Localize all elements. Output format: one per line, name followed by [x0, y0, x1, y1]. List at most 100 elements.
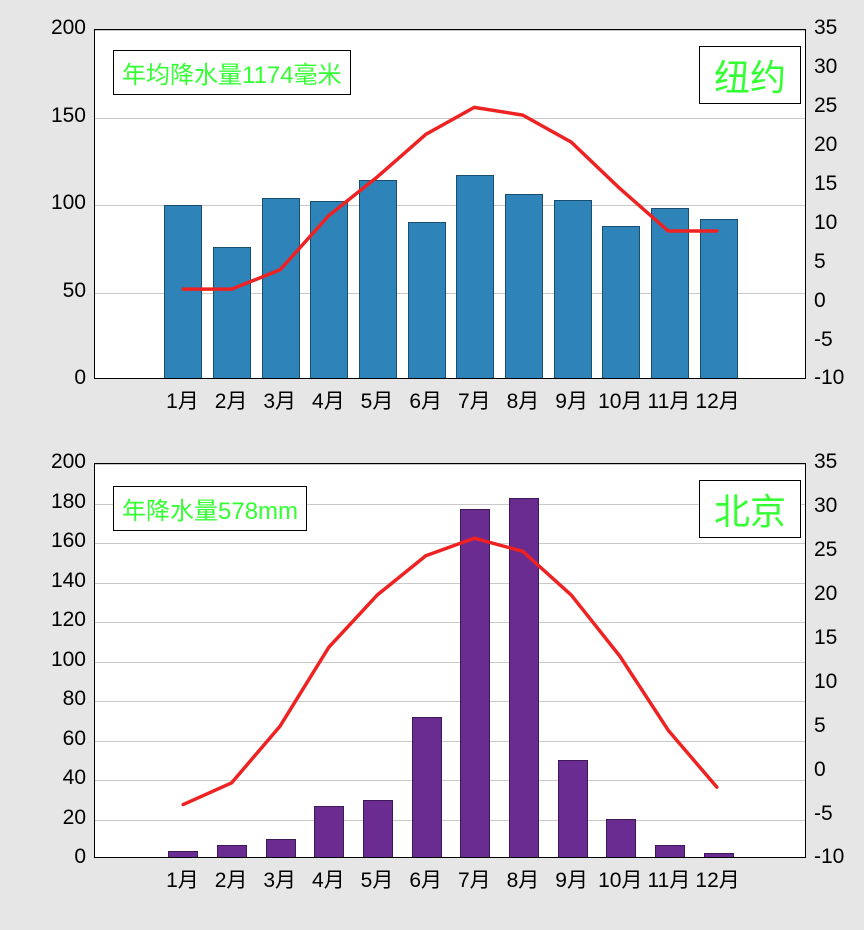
x-tick: 1月: [166, 385, 199, 415]
city-title-bj: 北京: [699, 480, 801, 538]
x-tick: 5月: [361, 864, 394, 894]
gridline: [95, 464, 805, 465]
bar: [168, 851, 198, 857]
y-right-tick: 20: [814, 133, 837, 157]
bar: [704, 853, 734, 857]
x-tick: 1月: [166, 864, 199, 894]
x-tick: 10月: [598, 385, 642, 415]
x-tick: 7月: [458, 864, 491, 894]
bar: [310, 201, 348, 378]
precip-label-bj: 年降水量578mm: [113, 486, 307, 531]
gridline: [95, 780, 805, 781]
bar: [700, 219, 738, 378]
bar: [460, 509, 490, 857]
x-tick: 2月: [215, 385, 248, 415]
y-right-tick: 0: [814, 758, 826, 782]
y-left-tick: 0: [30, 366, 86, 390]
y-left-tick: 50: [30, 279, 86, 303]
y-left-tick: 200: [30, 450, 86, 474]
x-tick: 12月: [695, 864, 739, 894]
bar: [314, 806, 344, 857]
y-left-tick: 0: [30, 845, 86, 869]
x-tick: 3月: [263, 385, 296, 415]
bar: [412, 717, 442, 857]
y-right-tick: 35: [814, 16, 837, 40]
gridline: [95, 662, 805, 663]
y-right-tick: 5: [814, 714, 826, 738]
y-left-tick: 200: [30, 16, 86, 40]
plot-area-ny: 年均降水量1174毫米纽约: [94, 29, 806, 379]
bar: [359, 180, 397, 378]
bar: [606, 819, 636, 857]
gridline: [95, 741, 805, 742]
y-right-tick: 25: [814, 94, 837, 118]
bar: [213, 247, 251, 378]
y-right-tick: 15: [814, 172, 837, 196]
y-left-tick: 120: [30, 608, 86, 632]
x-tick: 9月: [555, 864, 588, 894]
x-tick: 5月: [361, 385, 394, 415]
y-left-tick: 40: [30, 766, 86, 790]
x-tick: 6月: [409, 385, 442, 415]
y-right-tick: -5: [814, 328, 833, 352]
bar: [655, 845, 685, 857]
y-left-tick: 80: [30, 687, 86, 711]
y-right-tick: 10: [814, 670, 837, 694]
y-left-tick: 140: [30, 569, 86, 593]
gridline: [95, 30, 805, 31]
gridline: [95, 543, 805, 544]
y-right-tick: -10: [814, 845, 844, 869]
x-tick: 11月: [648, 385, 691, 415]
gridline: [95, 820, 805, 821]
bar: [456, 175, 494, 378]
y-left-tick: 60: [30, 727, 86, 751]
x-tick: 4月: [312, 864, 345, 894]
x-tick: 12月: [695, 385, 739, 415]
bar: [602, 226, 640, 378]
y-left-tick: 100: [30, 191, 86, 215]
bar: [217, 845, 247, 857]
y-right-tick: 20: [814, 582, 837, 606]
bar: [651, 208, 689, 378]
y-left-tick: 180: [30, 490, 86, 514]
x-tick: 7月: [458, 385, 491, 415]
gridline: [95, 583, 805, 584]
gridline: [95, 622, 805, 623]
y-right-tick: 10: [814, 211, 837, 235]
bar: [266, 839, 296, 857]
y-right-tick: 15: [814, 626, 837, 650]
gridline: [95, 118, 805, 119]
y-right-tick: 30: [814, 494, 837, 518]
y-right-tick: 0: [814, 289, 826, 313]
x-tick: 2月: [215, 864, 248, 894]
y-left-tick: 160: [30, 529, 86, 553]
x-tick: 4月: [312, 385, 345, 415]
bar: [262, 198, 300, 378]
plot-area-bj: 年降水量578mm 北京: [94, 463, 806, 858]
bar: [164, 205, 202, 378]
x-tick: 3月: [263, 864, 296, 894]
y-right-tick: -10: [814, 366, 844, 390]
bar: [509, 498, 539, 857]
y-right-tick: 25: [814, 538, 837, 562]
bar: [408, 222, 446, 378]
y-left-tick: 100: [30, 648, 86, 672]
y-left-tick: 150: [30, 104, 86, 128]
x-tick: 8月: [507, 864, 540, 894]
x-tick: 9月: [555, 385, 588, 415]
x-tick: 10月: [598, 864, 642, 894]
bar: [554, 200, 592, 379]
chart-panel-ny: 年均降水量1174毫米纽约 0 50 100 150 200 -10 -5 0 5 10 15 20 25…: [30, 15, 854, 445]
y-right-tick: 5: [814, 250, 826, 274]
y-left-tick: 20: [30, 806, 86, 830]
bar: [505, 194, 543, 378]
bar: [558, 760, 588, 857]
city-title-ny: 纽约: [699, 46, 801, 104]
y-right-tick: 30: [814, 55, 837, 79]
x-tick: 6月: [409, 864, 442, 894]
x-tick: 11月: [648, 864, 691, 894]
y-right-tick: 35: [814, 450, 837, 474]
x-tick: 8月: [507, 385, 540, 415]
chart-panel-bj: 年降水量578mm北京020406080100120140160180200-1…: [30, 455, 854, 915]
y-right-tick: -5: [814, 802, 833, 826]
